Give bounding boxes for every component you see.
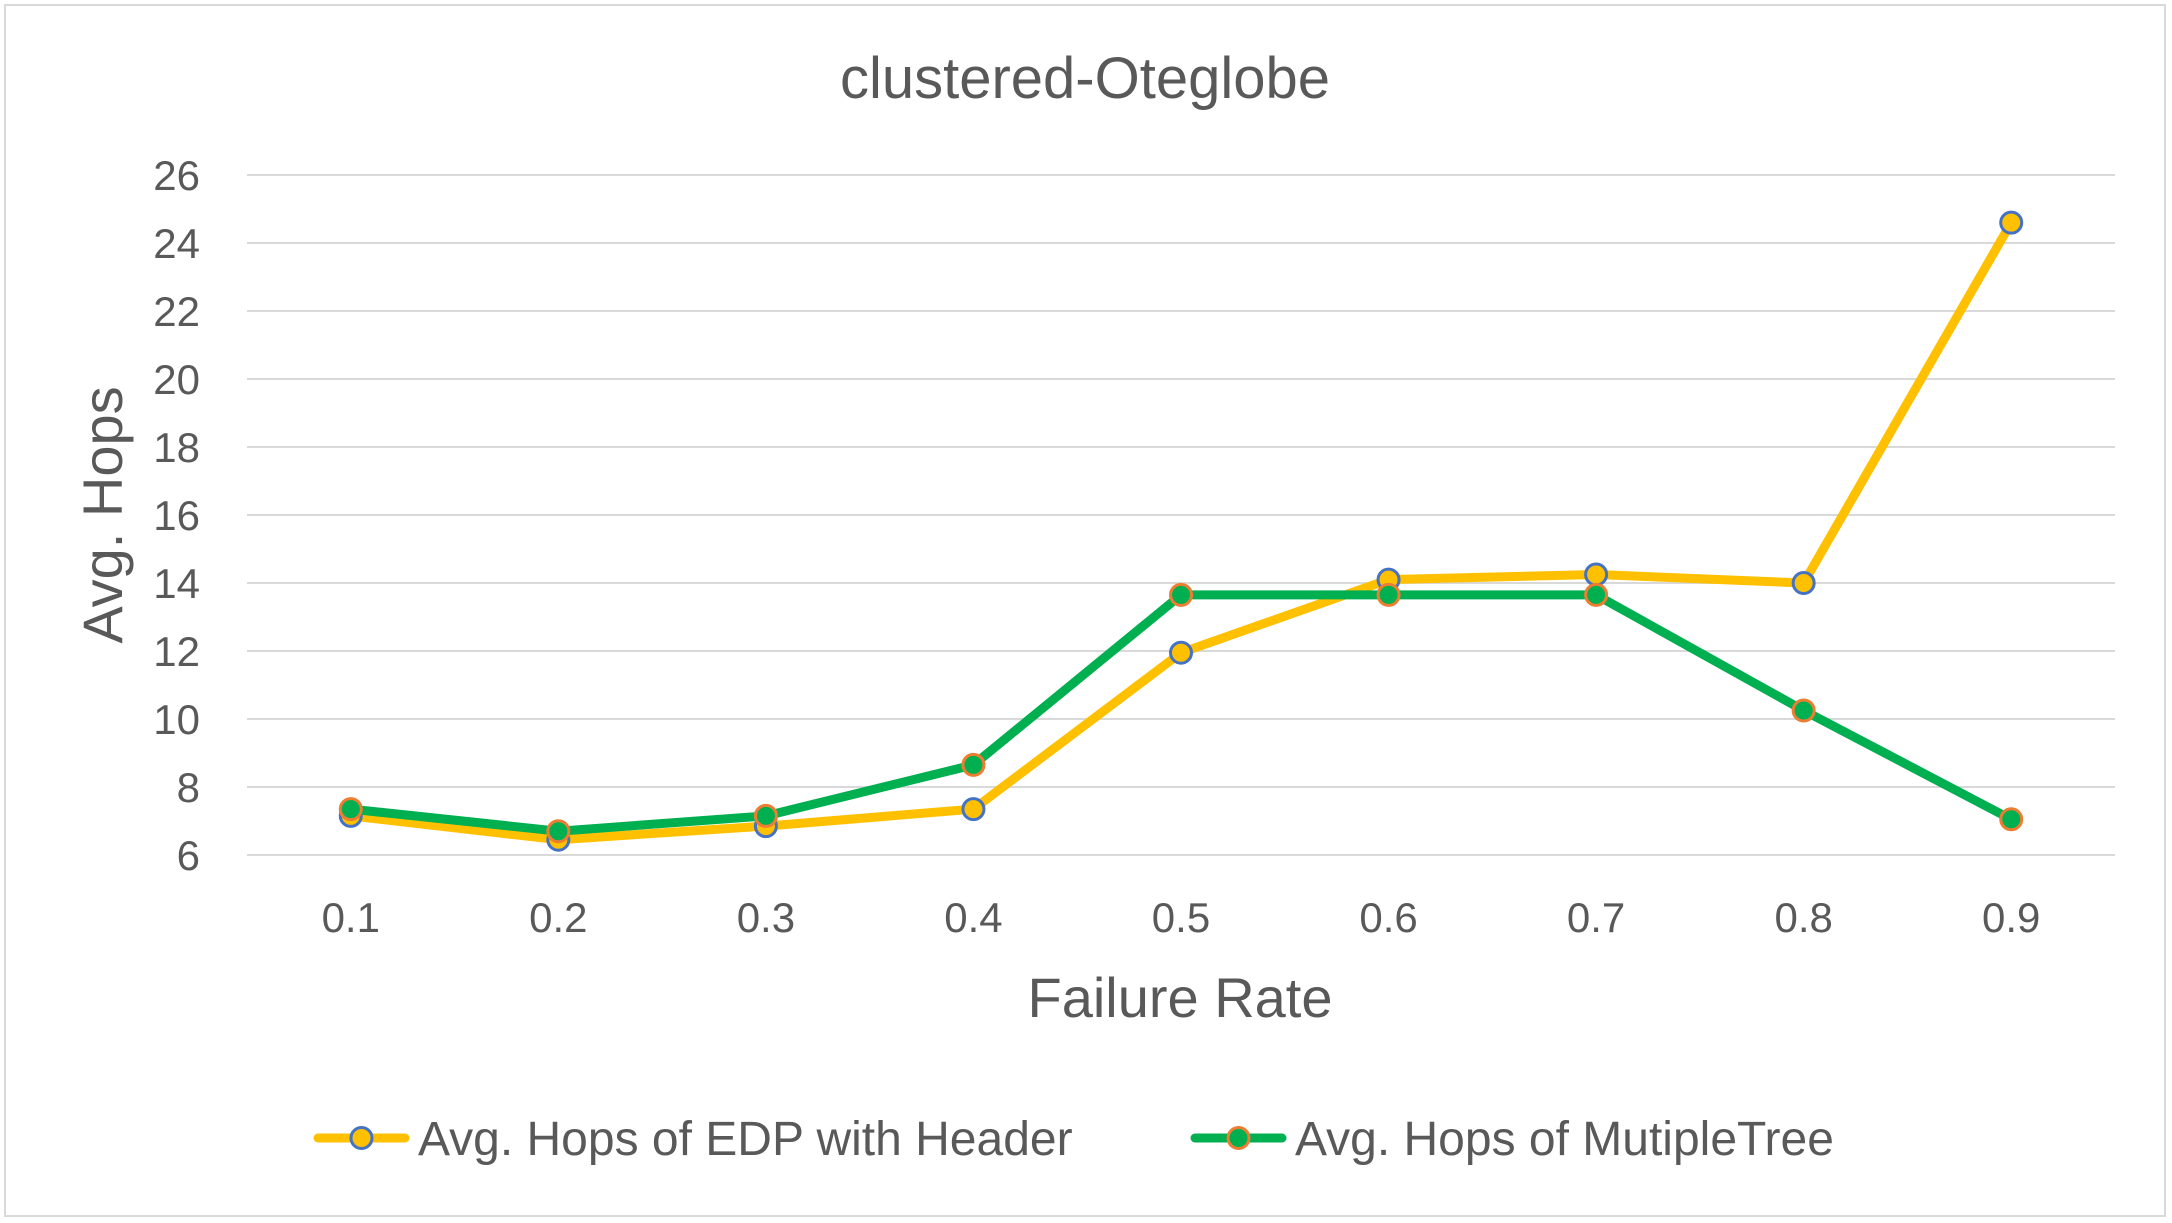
x-tick-label: 0.7 — [1567, 894, 1625, 941]
y-tick-label: 22 — [153, 288, 200, 335]
series-1 — [338, 210, 2024, 852]
x-tick-label: 0.3 — [737, 894, 795, 941]
legend-marker — [1226, 1126, 1251, 1150]
data-point — [1169, 582, 1193, 607]
legend: Avg. Hops of EDP with Header Avg. Hops of… — [313, 1113, 1834, 1166]
y-tick-label: 8 — [177, 764, 200, 811]
y-tick-label: 12 — [153, 628, 200, 675]
data-point — [1169, 640, 1193, 665]
x-tick-label: 0.9 — [1982, 894, 2040, 941]
y-axis-title: Avg. Hops — [71, 386, 134, 643]
y-tick-label: 10 — [153, 696, 200, 743]
x-tick-label: 0.8 — [1774, 894, 1832, 941]
x-tick-label: 0.1 — [322, 894, 380, 941]
series-2 — [338, 582, 2024, 844]
data-point — [338, 797, 363, 822]
data-point — [1999, 210, 2024, 235]
series-group — [338, 210, 2024, 852]
data-point — [1376, 582, 1401, 607]
data-point — [1791, 698, 1816, 723]
legend-label: Avg. Hops of EDP with Header — [418, 1113, 1073, 1166]
series-line — [346, 218, 2016, 845]
x-tick-label: 0.5 — [1152, 894, 1210, 941]
data-point — [961, 797, 986, 822]
chart-frame — [4, 4, 2166, 1217]
gridlines — [247, 174, 2115, 856]
data-point — [961, 752, 986, 777]
y-tick-label: 20 — [153, 356, 200, 403]
legend-item: Avg. Hops of MutipleTree — [1190, 1113, 1834, 1166]
y-tick-label: 24 — [153, 220, 200, 267]
chart-title: clustered-Oteglobe — [840, 46, 1330, 111]
x-axis-title: Failure Rate — [1027, 966, 1332, 1029]
y-tick-label: 18 — [153, 424, 200, 471]
y-tick-label: 16 — [153, 492, 200, 539]
data-point — [1584, 582, 1609, 607]
series-line — [346, 590, 2016, 836]
x-tick-label: 0.4 — [944, 894, 1002, 941]
legend-item: Avg. Hops of EDP with Header — [313, 1113, 1073, 1166]
y-tick-label: 26 — [153, 152, 200, 199]
x-tick-label: 0.2 — [529, 894, 587, 941]
x-tick-label: 0.6 — [1359, 894, 1417, 941]
y-axis-ticks: 6 8 10 12 14 16 18 20 22 24 26 — [153, 152, 200, 879]
legend-label: Avg. Hops of MutipleTree — [1295, 1113, 1834, 1166]
data-point — [1584, 562, 1609, 587]
data-point — [753, 803, 778, 828]
legend-marker — [349, 1126, 374, 1150]
x-axis-ticks: 0.1 0.2 0.3 0.4 0.5 0.6 0.7 0.8 0.9 — [322, 894, 2041, 941]
data-point — [546, 819, 571, 844]
y-tick-label: 6 — [177, 832, 200, 879]
y-tick-label: 14 — [153, 560, 200, 607]
data-point — [1791, 571, 1816, 595]
data-point — [1999, 807, 2024, 832]
